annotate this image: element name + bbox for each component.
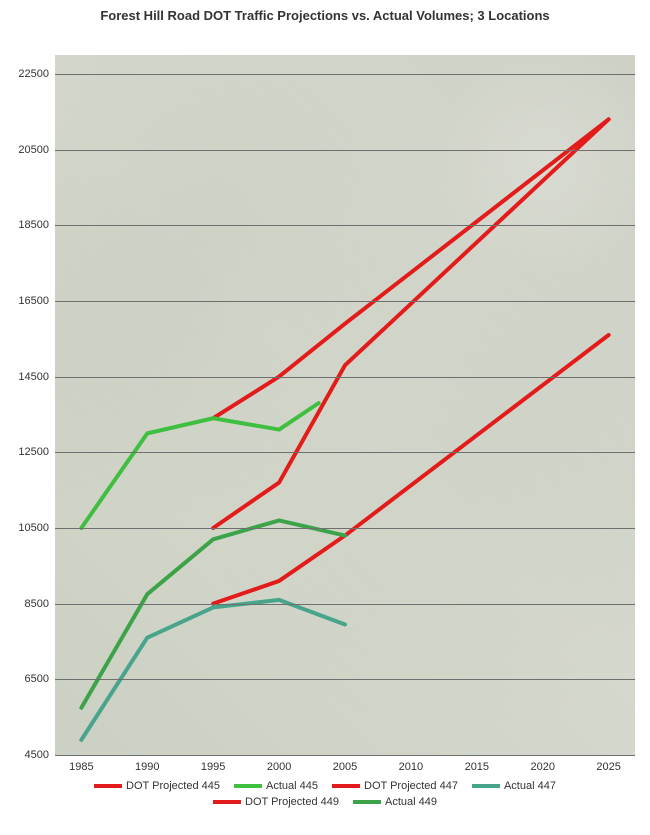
gridline xyxy=(55,225,635,226)
y-axis-label: 4500 xyxy=(25,749,55,761)
legend-item: Actual 449 xyxy=(353,796,437,808)
y-axis-label: 14500 xyxy=(18,371,55,383)
series-line xyxy=(213,119,608,418)
chart-container: Forest Hill Road DOT Traffic Projections… xyxy=(0,0,650,835)
legend-label: Actual 445 xyxy=(266,780,318,792)
chart-title: Forest Hill Road DOT Traffic Projections… xyxy=(0,8,650,23)
legend-swatch xyxy=(353,800,381,804)
plot-area: 4500650085001050012500145001650018500205… xyxy=(55,55,635,755)
y-axis-label: 8500 xyxy=(25,598,55,610)
legend-item: DOT Projected 445 xyxy=(94,780,220,792)
gridline xyxy=(55,679,635,680)
series-line xyxy=(213,335,608,604)
legend-item: Actual 447 xyxy=(472,780,556,792)
series-line xyxy=(81,403,318,528)
legend-swatch xyxy=(472,784,500,788)
y-axis-label: 20500 xyxy=(18,144,55,156)
y-axis-label: 18500 xyxy=(18,219,55,231)
x-axis-label: 2015 xyxy=(465,755,489,773)
legend-label: DOT Projected 447 xyxy=(364,780,458,792)
gridline xyxy=(55,377,635,378)
y-axis-label: 16500 xyxy=(18,295,55,307)
legend-swatch xyxy=(234,784,262,788)
x-axis-label: 2005 xyxy=(333,755,357,773)
y-axis-label: 12500 xyxy=(18,446,55,458)
chart-lines-svg xyxy=(55,55,635,755)
legend-item: DOT Projected 447 xyxy=(332,780,458,792)
y-axis-label: 22500 xyxy=(18,68,55,80)
series-line xyxy=(213,119,608,528)
legend-label: Actual 449 xyxy=(385,796,437,808)
x-axis-label: 2025 xyxy=(596,755,620,773)
legend-item: DOT Projected 449 xyxy=(213,796,339,808)
legend-swatch xyxy=(332,784,360,788)
gridline xyxy=(55,150,635,151)
gridline xyxy=(55,604,635,605)
gridline xyxy=(55,452,635,453)
gridline xyxy=(55,74,635,75)
x-axis-label: 2010 xyxy=(399,755,423,773)
legend-item: Actual 445 xyxy=(234,780,318,792)
legend: DOT Projected 445 Actual 445 DOT Projected… xyxy=(0,780,650,808)
gridline xyxy=(55,528,635,529)
x-axis-label: 2020 xyxy=(530,755,554,773)
gridline xyxy=(55,301,635,302)
x-axis-label: 1990 xyxy=(135,755,159,773)
x-axis-label: 1985 xyxy=(69,755,93,773)
x-axis-label: 2000 xyxy=(267,755,291,773)
y-axis-label: 10500 xyxy=(18,522,55,534)
legend-swatch xyxy=(213,800,241,804)
x-axis-label: 1995 xyxy=(201,755,225,773)
y-axis-label: 6500 xyxy=(25,673,55,685)
legend-label: Actual 447 xyxy=(504,780,556,792)
legend-label: DOT Projected 449 xyxy=(245,796,339,808)
legend-swatch xyxy=(94,784,122,788)
series-line xyxy=(81,600,345,740)
legend-label: DOT Projected 445 xyxy=(126,780,220,792)
